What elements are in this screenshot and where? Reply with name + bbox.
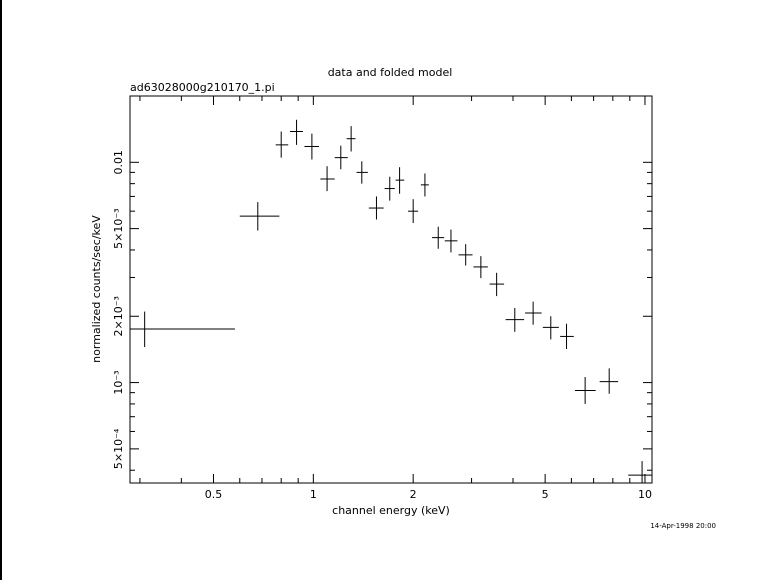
y-axis-label: normalized counts/sec/keV	[90, 215, 103, 363]
data-point	[239, 202, 280, 231]
data-point	[395, 167, 405, 194]
x-tick-label: 2	[410, 488, 417, 501]
data-point	[489, 272, 505, 297]
y-tick-label: 10⁻³	[112, 370, 125, 394]
data-point	[356, 161, 368, 184]
data-point	[525, 301, 542, 325]
y-tick-label: 5×10⁻⁴	[112, 428, 125, 469]
data-point	[408, 199, 419, 224]
plot-frame	[129, 95, 653, 484]
y-tick-label: 2×10⁻³	[112, 296, 125, 336]
data-point	[289, 119, 303, 145]
chart-subtitle: ad63028000g210170_1.pi	[130, 81, 275, 94]
data-point	[473, 256, 488, 279]
data-point	[384, 176, 395, 201]
data-point	[599, 368, 619, 394]
data-point	[346, 126, 356, 152]
data-point	[432, 226, 445, 249]
x-tick-label: 10	[638, 488, 652, 501]
data-point	[458, 244, 473, 266]
x-tick-label: 0.5	[205, 488, 223, 501]
data-point	[444, 229, 458, 253]
y-tick-label: 0.01	[112, 150, 125, 175]
data-point	[420, 173, 429, 197]
data-point	[304, 133, 319, 160]
data-point	[505, 308, 525, 332]
data-point	[320, 166, 335, 192]
y-tick-label: 5×10⁻³	[112, 208, 125, 248]
data-point	[130, 311, 235, 348]
x-tick-label: 1	[310, 488, 317, 501]
x-axis-label: channel energy (keV)	[332, 504, 450, 517]
y-axis-ticks: 0.01 5×10⁻³ 2×10⁻³ 10⁻³ 5×10⁻⁴	[112, 95, 652, 471]
data-point	[542, 316, 559, 340]
timestamp: 14-Apr-1998 20:00	[650, 522, 716, 530]
data-points	[130, 119, 652, 483]
x-tick-label: 5	[542, 488, 549, 501]
data-point	[560, 323, 574, 350]
data-point	[275, 131, 289, 158]
data-point	[628, 461, 652, 483]
data-point	[368, 196, 384, 220]
chart-title: data and folded model	[328, 66, 453, 79]
data-point	[574, 376, 596, 404]
x-axis-ticks: 0.5 1 2 5 10	[139, 96, 652, 501]
page-left-border	[0, 0, 2, 580]
data-point	[334, 145, 348, 170]
